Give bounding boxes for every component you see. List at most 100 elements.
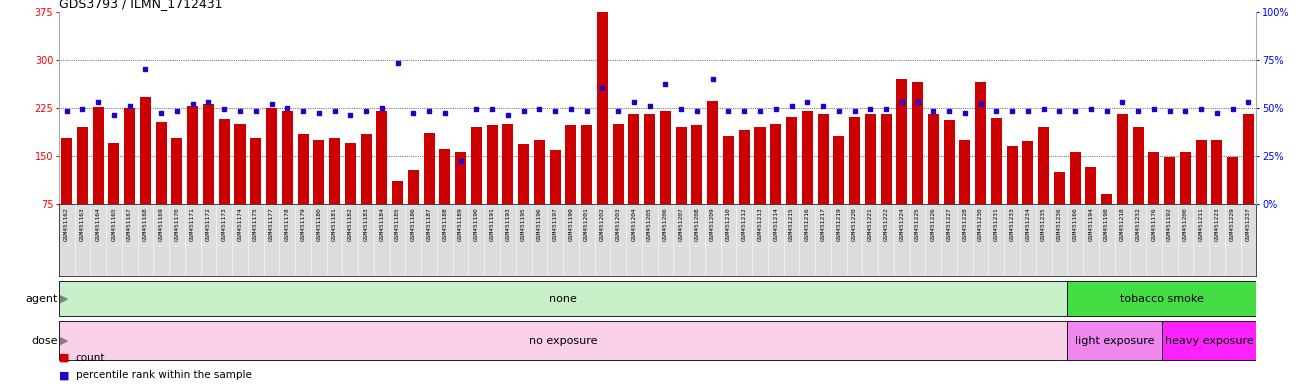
Text: GSM451222: GSM451222 [884,207,888,241]
FancyBboxPatch shape [1162,321,1256,360]
Bar [266,108,277,204]
Text: count: count [76,353,106,363]
Text: GSM451194: GSM451194 [1088,207,1093,241]
Text: GSM451200: GSM451200 [1183,207,1188,241]
Text: GSM451196: GSM451196 [537,207,542,241]
Bar [976,82,986,204]
Text: GSM451174: GSM451174 [238,207,243,241]
Bar [896,79,908,204]
Bar [1132,127,1144,204]
Bar [345,143,355,204]
Bar [93,107,103,204]
FancyBboxPatch shape [1067,321,1162,360]
Bar [77,127,88,204]
Bar [218,119,230,204]
Text: GDS3793 / ILMN_1712431: GDS3793 / ILMN_1712431 [59,0,222,10]
Text: GSM451192: GSM451192 [1168,207,1173,241]
Bar [251,137,261,204]
Bar [1243,114,1254,204]
Bar [849,117,861,204]
FancyBboxPatch shape [1067,281,1256,316]
Text: ▶: ▶ [60,293,69,304]
Text: GSM451195: GSM451195 [521,207,526,241]
Text: GSM451236: GSM451236 [1057,207,1062,241]
Text: ▶: ▶ [60,336,69,346]
Bar [1228,157,1238,204]
Bar [739,130,750,204]
Text: GSM451165: GSM451165 [111,207,116,241]
Text: GSM451197: GSM451197 [552,207,558,241]
Text: GSM451217: GSM451217 [820,207,825,241]
Bar [1101,194,1113,204]
Text: GSM451215: GSM451215 [789,207,794,241]
Bar [1164,157,1175,204]
Text: GSM451219: GSM451219 [836,207,841,241]
Bar [786,117,797,204]
Bar [1196,139,1207,204]
Text: GSM451213: GSM451213 [757,207,763,241]
Text: GSM451214: GSM451214 [773,207,778,241]
Text: GSM451232: GSM451232 [1136,207,1140,241]
Text: GSM451171: GSM451171 [191,207,195,241]
Text: GSM451231: GSM451231 [994,207,999,241]
Text: GSM451208: GSM451208 [695,207,700,241]
Text: GSM451169: GSM451169 [159,207,163,241]
Text: none: none [549,293,577,304]
Text: GSM451190: GSM451190 [474,207,479,241]
Bar [61,137,72,204]
Bar [755,127,765,204]
Bar [298,134,308,204]
Text: GSM451210: GSM451210 [726,207,731,241]
Text: GSM451218: GSM451218 [1121,207,1124,241]
Text: no exposure: no exposure [529,336,597,346]
Bar [471,127,482,204]
FancyBboxPatch shape [59,321,1067,360]
Text: GSM451163: GSM451163 [80,207,85,241]
Bar [171,137,183,204]
Text: GSM451179: GSM451179 [300,207,306,241]
Bar [771,124,781,204]
Text: GSM451207: GSM451207 [679,207,684,241]
Bar [927,114,939,204]
Text: percentile rank within the sample: percentile rank within the sample [76,370,252,380]
Bar [124,108,136,204]
FancyBboxPatch shape [59,281,1067,316]
Text: GSM451235: GSM451235 [1041,207,1046,241]
Bar [282,111,293,204]
Bar [1117,114,1128,204]
Text: GSM451237: GSM451237 [1246,207,1251,241]
Text: GSM451212: GSM451212 [742,207,747,241]
Bar [550,151,560,204]
Text: GSM451230: GSM451230 [978,207,983,241]
Text: GSM451184: GSM451184 [379,207,384,241]
Bar [818,114,828,204]
Text: GSM451191: GSM451191 [490,207,495,241]
Bar [628,114,640,204]
Text: GSM451228: GSM451228 [963,207,968,241]
Text: GSM451201: GSM451201 [584,207,589,241]
Bar [565,125,576,204]
Text: GSM451229: GSM451229 [1230,207,1235,241]
Text: GSM451211: GSM451211 [1199,207,1204,241]
Bar [644,114,656,204]
Bar [581,126,592,204]
Text: GSM451182: GSM451182 [347,207,353,241]
Bar [724,136,734,204]
Text: GSM451189: GSM451189 [458,207,464,241]
Bar [534,139,545,204]
Text: GSM451162: GSM451162 [64,207,69,241]
Bar [865,114,876,204]
Text: GSM451227: GSM451227 [947,207,952,241]
Bar [518,144,529,204]
Bar [202,104,214,204]
Text: heavy exposure: heavy exposure [1165,336,1254,346]
Text: ■: ■ [59,370,69,380]
Bar [660,111,671,204]
Bar [1148,152,1160,204]
Bar [187,106,199,204]
Text: GSM451164: GSM451164 [95,207,101,241]
Text: ■: ■ [59,353,69,363]
Bar [360,134,372,204]
Bar [943,120,955,204]
Bar [313,139,324,204]
